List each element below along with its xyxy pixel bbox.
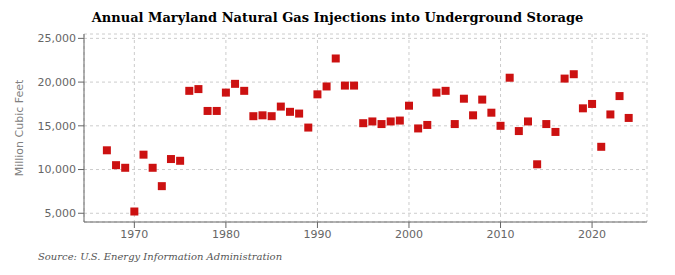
- svg-text:1970: 1970: [120, 228, 148, 241]
- svg-text:25,000: 25,000: [38, 32, 77, 45]
- svg-text:10,000: 10,000: [38, 163, 77, 176]
- svg-text:2020: 2020: [578, 228, 606, 241]
- html-text:Annual Maryland Natural Gas In: Annual Maryland Natural Gas Injections i…: [91, 10, 584, 25]
- svg-text:5,000: 5,000: [45, 207, 77, 220]
- svg-text:20,000: 20,000: [38, 76, 77, 89]
- svg-text:Million Cubic Feet: Million Cubic Feet: [13, 79, 26, 176]
- html-text:Source: U.S. Energy Informatio: Source: U.S. Energy Information Administ…: [38, 251, 283, 262]
- svg-text:1980: 1980: [212, 228, 240, 241]
- svg-text:2010: 2010: [487, 228, 515, 241]
- svg-text:15,000: 15,000: [38, 120, 77, 133]
- svg-text:1990: 1990: [303, 228, 331, 241]
- svg-text:2000: 2000: [395, 228, 423, 241]
